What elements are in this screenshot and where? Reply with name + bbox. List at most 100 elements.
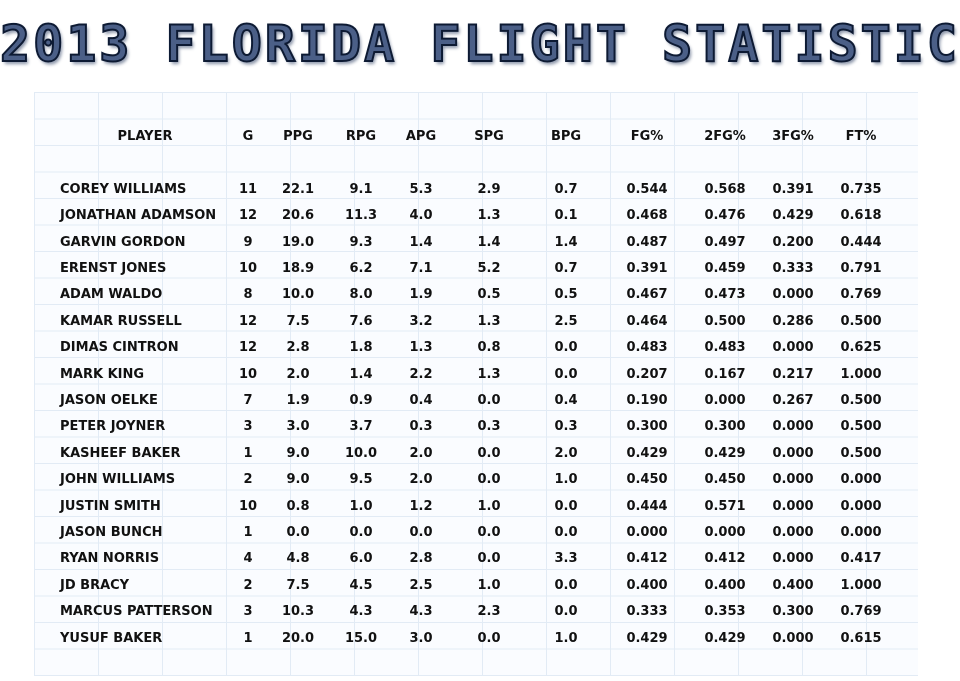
games-cell: 9 — [243, 234, 253, 250]
table-row: JUSTIN SMITH 10 0.8 1.0 1.2 1.0 0.0 0.444 0.571 0… — [56, 494, 896, 520]
rpg-cell: 1.0 — [349, 498, 373, 514]
ft-pct-cell: 0.791 — [840, 261, 882, 277]
fg-pct-cell: 0.300 — [626, 419, 668, 435]
ppg-cell: 7.5 — [286, 577, 310, 593]
bpg-cell: 0.3 — [554, 419, 578, 435]
spg-cell: 2.9 — [477, 181, 501, 197]
fg-pct-cell: 0.429 — [626, 445, 668, 461]
player-name-cell: JASON BUNCH — [60, 525, 163, 541]
ft-pct-cell: 0.500 — [840, 419, 882, 435]
player-name-cell: GARVIN GORDON — [60, 234, 186, 250]
table-row: JONATHAN ADAMSON 12 20.6 11.3 4.0 1.3 0.1 0.468… — [56, 203, 896, 229]
rpg-cell: 15.0 — [344, 630, 378, 646]
ppg-cell: 0.8 — [286, 498, 310, 514]
table-row: KASHEEF BAKER 1 9.0 10.0 2.0 0.0 2.0 0.429 0.429… — [56, 441, 896, 467]
apg-cell: 2.5 — [409, 577, 433, 593]
fg2-pct-cell: 0.459 — [704, 261, 746, 277]
games-cell: 1 — [243, 525, 253, 541]
ft-pct-cell: 0.625 — [840, 340, 882, 356]
bpg-cell: 0.5 — [554, 287, 578, 303]
fg-pct-cell: 0.412 — [626, 551, 668, 567]
fg3-pct-cell: 0.217 — [772, 366, 814, 382]
fg3-pct-cell: 0.429 — [772, 208, 814, 224]
ppg-cell: 20.0 — [281, 630, 315, 646]
player-name-cell: DIMAS CINTRON — [60, 340, 179, 356]
player-name-cell: JONATHAN ADAMSON — [60, 208, 217, 224]
bpg-cell: 3.3 — [554, 551, 578, 567]
fg-pct-cell: 0.487 — [626, 234, 668, 250]
table-row: JASON BUNCH 1 0.0 0.0 0.0 0.0 0.0 0.000 0.000 0.0… — [56, 520, 896, 546]
bpg-cell: 1.4 — [554, 234, 578, 250]
spg-cell: 0.8 — [477, 340, 501, 356]
spg-cell: 1.3 — [477, 366, 501, 382]
table-row: JD BRACY 2 7.5 4.5 2.5 1.0 0.0 0.400 0.400 0.400 1… — [56, 573, 896, 599]
table-row: MARK KING 10 2.0 1.4 2.2 1.3 0.0 0.207 0.167 0.21… — [56, 362, 896, 388]
spg-cell: 0.0 — [477, 445, 501, 461]
table-row: DIMAS CINTRON 12 2.8 1.8 1.3 0.8 0.0 0.483 0.483… — [56, 335, 896, 361]
rpg-cell: 1.4 — [349, 366, 373, 382]
ft-pct-cell: 0.000 — [840, 525, 882, 541]
spg-cell: 1.0 — [477, 498, 501, 514]
bpg-cell: 0.1 — [554, 208, 578, 224]
ft-pct-cell: 0.769 — [840, 604, 882, 620]
ppg-cell: 10.3 — [281, 604, 315, 620]
column-header-spg: SPG — [474, 129, 504, 144]
rpg-cell: 8.0 — [349, 287, 373, 303]
rpg-cell: 9.3 — [349, 234, 373, 250]
fg-pct-cell: 0.444 — [626, 498, 668, 514]
ft-pct-cell: 0.500 — [840, 445, 882, 461]
bpg-cell: 0.0 — [554, 577, 578, 593]
fg3-pct-cell: 0.200 — [772, 234, 814, 250]
fg3-pct-cell: 0.333 — [772, 261, 814, 277]
ppg-cell: 3.0 — [286, 419, 310, 435]
fg2-pct-cell: 0.571 — [704, 498, 746, 514]
rpg-cell: 6.2 — [349, 261, 373, 277]
fg2-pct-cell: 0.353 — [704, 604, 746, 620]
player-name-cell: RYAN NORRIS — [60, 551, 160, 567]
player-name-cell: ERENST JONES — [60, 261, 167, 277]
fg-pct-cell: 0.483 — [626, 340, 668, 356]
ppg-cell: 1.9 — [286, 393, 310, 409]
player-name-cell: JASON OELKE — [60, 393, 158, 409]
apg-cell: 5.3 — [409, 181, 433, 197]
rpg-cell: 11.3 — [344, 208, 378, 224]
fg-pct-cell: 0.207 — [626, 366, 668, 382]
bpg-cell: 1.0 — [554, 630, 578, 646]
stats-table-body: COREY WILLIAMS 11 22.1 9.1 5.3 2.9 0.7 0.544 0.5… — [56, 150, 896, 652]
fg2-pct-cell: 0.300 — [704, 419, 746, 435]
fg2-pct-cell: 0.483 — [704, 340, 746, 356]
ppg-cell: 20.6 — [281, 208, 315, 224]
table-row: KAMAR RUSSELL 12 7.5 7.6 3.2 1.3 2.5 0.464 0.500… — [56, 309, 896, 335]
spg-cell: 0.0 — [477, 551, 501, 567]
column-header-g: G — [242, 129, 254, 144]
bpg-cell: 0.0 — [554, 340, 578, 356]
games-cell: 10 — [238, 498, 258, 514]
player-name-cell: JOHN WILLIAMS — [60, 472, 176, 488]
ppg-cell: 19.0 — [281, 234, 315, 250]
apg-cell: 4.0 — [409, 208, 433, 224]
fg2-pct-cell: 0.167 — [704, 366, 746, 382]
fg3-pct-cell: 0.000 — [772, 472, 814, 488]
ft-pct-cell: 0.417 — [840, 551, 882, 567]
player-name-cell: KASHEEF BAKER — [60, 445, 181, 461]
ft-pct-cell: 0.444 — [840, 234, 882, 250]
ppg-cell: 7.5 — [286, 313, 310, 329]
fg2-pct-cell: 0.429 — [704, 630, 746, 646]
ft-pct-cell: 0.000 — [840, 498, 882, 514]
fg-pct-cell: 0.544 — [626, 181, 668, 197]
games-cell: 3 — [243, 419, 253, 435]
ft-pct-cell: 0.769 — [840, 287, 882, 303]
ft-pct-cell: 0.500 — [840, 313, 882, 329]
fg3-pct-cell: 0.000 — [772, 630, 814, 646]
fg2-pct-cell: 0.450 — [704, 472, 746, 488]
fg3-pct-cell: 0.286 — [772, 313, 814, 329]
spg-cell: 1.3 — [477, 313, 501, 329]
bpg-cell: 2.0 — [554, 445, 578, 461]
apg-cell: 3.0 — [409, 630, 433, 646]
fg2-pct-cell: 0.000 — [704, 393, 746, 409]
player-name-cell: JUSTIN SMITH — [60, 498, 161, 514]
games-cell: 10 — [238, 261, 258, 277]
ppg-cell: 9.0 — [286, 445, 310, 461]
fg2-pct-cell: 0.568 — [704, 181, 746, 197]
ppg-cell: 2.0 — [286, 366, 310, 382]
